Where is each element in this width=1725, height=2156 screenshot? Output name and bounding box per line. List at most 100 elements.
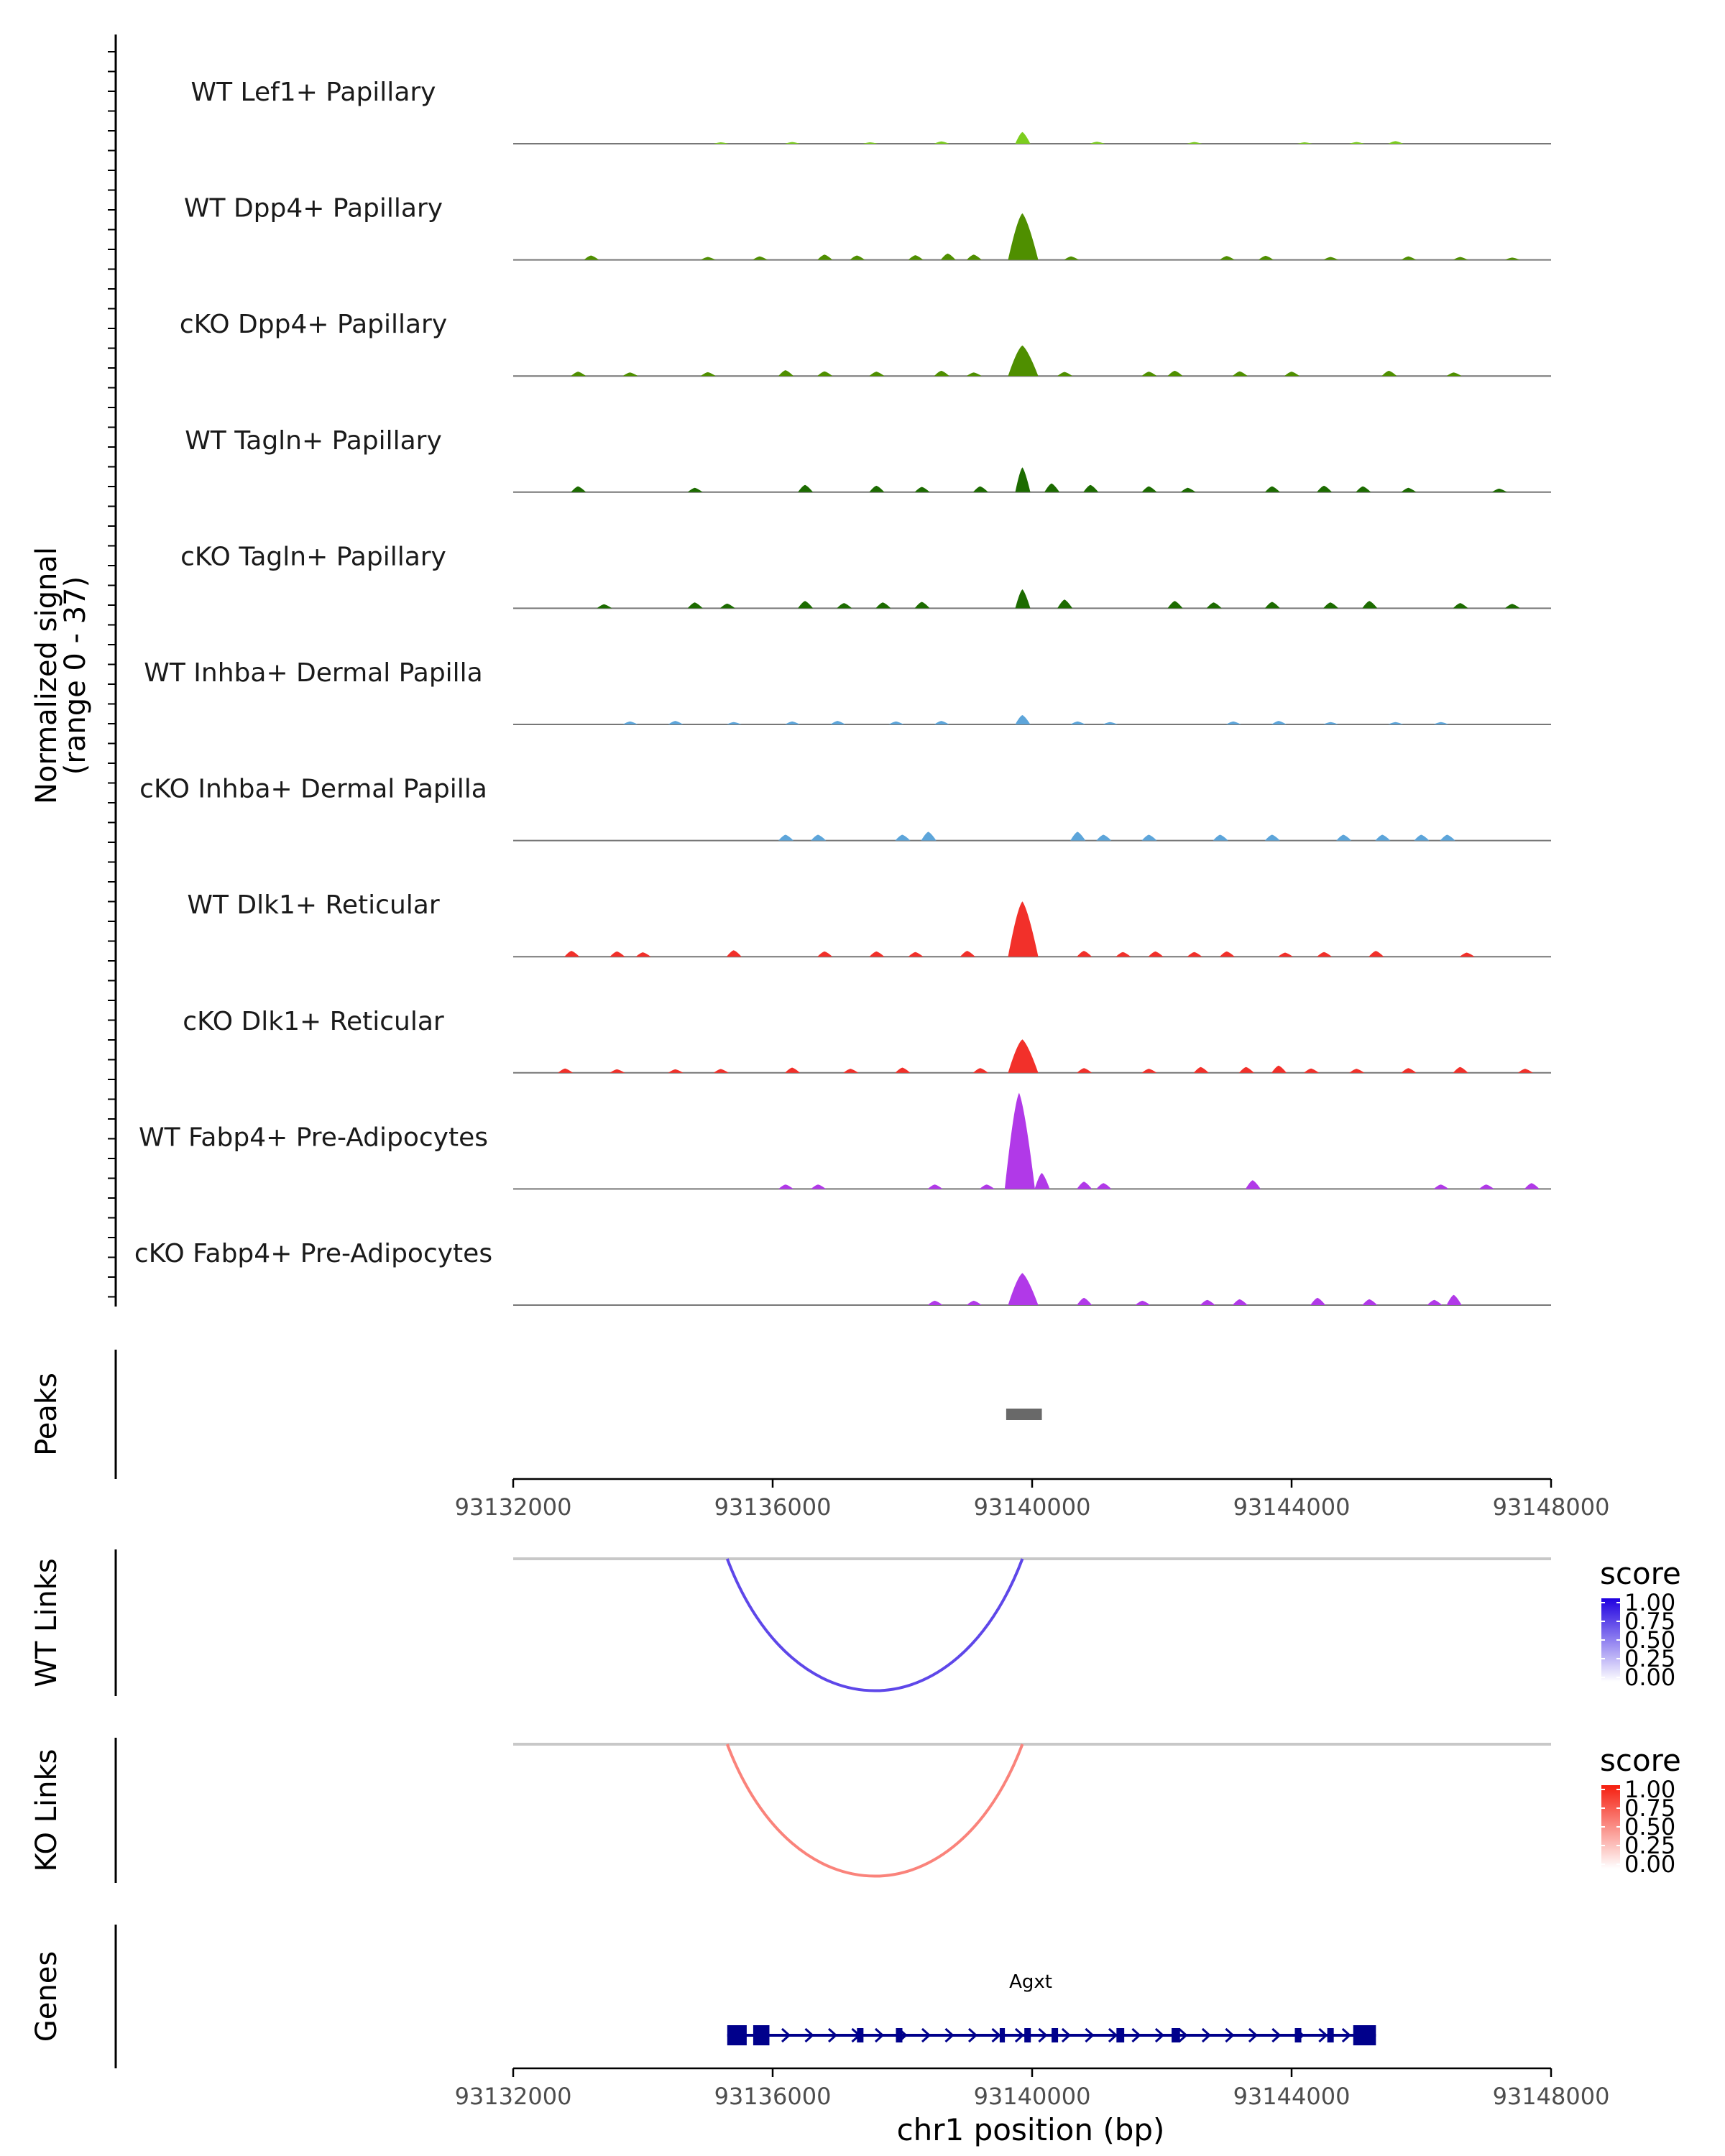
exon: [1172, 2028, 1180, 2042]
signal-peak: [1219, 256, 1235, 260]
signal-peak: [869, 485, 885, 492]
strand-arrow: [1271, 2027, 1282, 2043]
legend-tick-label: 0.50: [1624, 1813, 1675, 1841]
signal-peak: [972, 1068, 988, 1073]
x-axis-top: 93132000 93136000 93140000 93144000 93148000: [455, 1478, 1610, 1521]
signal-peak: [778, 834, 794, 841]
track-cko-inhba-dermal-papilla: cKO Inhba+ Dermal Papilla: [139, 775, 1551, 842]
signal-peak: [700, 372, 716, 377]
signal-peak: [1096, 834, 1112, 841]
signal-peak: [1090, 142, 1105, 144]
signal-peak: [1015, 589, 1031, 609]
signal-peak: [1015, 715, 1031, 724]
exon: [1116, 2028, 1125, 2042]
signal-peak: [1070, 831, 1086, 841]
strand-arrow: [1108, 2027, 1118, 2043]
signal-peak: [811, 834, 827, 841]
peaks-panel: Peaks 93132000 93136000 93140000 93144000 93…: [30, 1350, 1609, 1521]
signal-peak: [1264, 486, 1280, 492]
x-tick-label: 93144000: [1233, 2083, 1351, 2110]
signal-peak: [1401, 256, 1417, 260]
signal-peak: [1368, 951, 1384, 957]
signal-peak: [1096, 1183, 1112, 1189]
signal-peak: [908, 952, 924, 957]
signal-peak: [1304, 1068, 1320, 1073]
x-tick-label: 93148000: [1493, 1493, 1610, 1521]
signal-peak: [1077, 951, 1092, 957]
signal-peak: [966, 372, 982, 377]
strand-arrow: [991, 2027, 1001, 2043]
legend-tick-label: 0.00: [1624, 1664, 1675, 1691]
exon: [896, 2028, 903, 2042]
signal-peak: [966, 254, 982, 260]
signal-peak: [888, 721, 904, 724]
signal-peak: [1245, 1180, 1261, 1189]
x-axis-bottom: 93132000 93136000 93140000 93144000 93148000: [455, 2067, 1609, 2110]
signal-peak: [1388, 141, 1404, 144]
signal-peak: [934, 141, 949, 144]
signal-peak: [1433, 1184, 1449, 1189]
signal-peak: [1135, 1300, 1151, 1305]
signal-peak: [1141, 1069, 1157, 1073]
signal-peak: [1433, 722, 1449, 724]
peaks-intervals: [1006, 1409, 1042, 1420]
signal-peak: [1401, 1068, 1417, 1073]
signal-peak: [785, 142, 801, 144]
signal-peak: [966, 1300, 982, 1305]
signal-peak: [1517, 1069, 1533, 1073]
signal-peak: [908, 255, 924, 260]
signal-peak: [869, 372, 885, 377]
exon: [1294, 2028, 1302, 2042]
legend-title: score: [1600, 1743, 1681, 1778]
track-cko-fabp4-pre-adipocytes: cKO Fabp4+ Pre-Adipocytes: [134, 1239, 1551, 1306]
signal-peak: [914, 487, 930, 492]
strand-arrow: [944, 2027, 954, 2043]
signal-peak: [1077, 1068, 1092, 1073]
strand-arrow: [1318, 2027, 1328, 2043]
gene-name-label: Agxt: [1009, 1971, 1052, 1993]
signal-peak: [895, 834, 911, 841]
signal-peak: [1064, 256, 1080, 260]
legend-tick-label: 1.00: [1624, 1589, 1675, 1616]
signal-peak: [1297, 142, 1312, 144]
track-label: cKO Dlk1+ Reticular: [183, 1007, 444, 1036]
signal-peak: [1453, 1067, 1468, 1073]
signal-peak: [1258, 255, 1274, 260]
exon: [1024, 2028, 1031, 2042]
legend-tick-label: 0.50: [1624, 1626, 1675, 1654]
signal-peak: [668, 1069, 684, 1073]
signal-peak: [571, 486, 586, 492]
signal-peak: [1440, 834, 1455, 841]
signal-peak: [1446, 1294, 1462, 1305]
signal-peak: [1284, 372, 1300, 377]
signal-peak: [798, 601, 814, 609]
signal-peak: [1381, 370, 1397, 377]
signal-peak: [719, 603, 735, 609]
signal-peak: [1070, 721, 1086, 724]
signal-peak: [1213, 834, 1228, 841]
track-label: cKO Dpp4+ Papillary: [180, 310, 447, 339]
signal-peak: [1167, 601, 1183, 609]
signal-peak: [1323, 722, 1339, 724]
strand-arrow: [1178, 2027, 1188, 2043]
strand-arrow: [1014, 2027, 1025, 2043]
exon: [1327, 2028, 1334, 2042]
strand-arrow: [1201, 2027, 1212, 2043]
signal-peak: [785, 721, 801, 724]
signal-peak: [1077, 1181, 1092, 1189]
signal-peak: [1015, 132, 1031, 144]
signal-peak: [700, 257, 716, 260]
signal-peak: [1167, 370, 1183, 377]
signal-peak: [1015, 467, 1031, 492]
signal-peak: [817, 254, 833, 260]
legend-tick-label: 0.00: [1624, 1851, 1675, 1878]
legend-tick-label: 0.25: [1624, 1832, 1675, 1859]
signal-peak: [564, 951, 580, 957]
x-tick-label: 93132000: [455, 1493, 572, 1521]
signal-peak: [1103, 722, 1118, 724]
strand-arrow: [967, 2027, 978, 2043]
signal-peak: [921, 831, 937, 841]
track-wt-tagln-papillary: WT Tagln+ Papillary: [185, 426, 1551, 493]
signal-peak: [1008, 345, 1039, 377]
